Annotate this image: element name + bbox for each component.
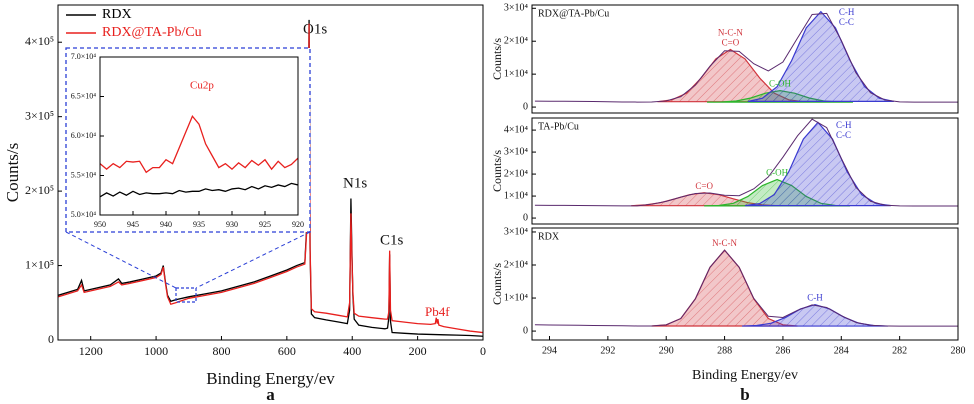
y-tick-label: 0 [523,325,528,336]
peak-label: C-H [836,120,852,130]
panel-title: RDX [538,231,560,242]
axes-frame [531,117,959,225]
callout-line [195,231,311,289]
y-tick-label: 0 [523,212,528,223]
y-tick-label: 3×10⁴ [504,3,529,14]
y-tick-label: 1×10⁴ [504,190,529,201]
y-tick-label: 1×10⁴ [504,68,529,79]
peak-label: C-OH [769,79,791,89]
spectrum-line [534,118,958,207]
axes-frame [531,4,959,114]
plot-area [534,118,958,207]
x-tick-label: 280 [951,345,966,356]
y-axis-title: Counts/s [490,263,504,305]
spectrum-line [534,12,958,103]
panel-title: TA-Pb/Cu [538,121,579,132]
y-tick-label: 4×10⁴ [504,124,529,135]
panel-title: RDX@TA-Pb/Cu [538,8,609,19]
legend-label: RDX@TA-Pb/Cu [102,25,202,40]
peak-label: C-C [839,17,854,27]
x-tick-label: 920 [292,220,304,229]
y-tick-label: 1×10⁵ [25,257,54,271]
x-tick-label: 800 [212,344,230,358]
y-tick-label: 3×10⁴ [504,146,529,157]
x-tick-label: 925 [259,220,271,229]
y-tick-label: 5.5×10⁴ [71,170,97,179]
peak-label: C=O [695,181,713,191]
y-axis-title: Counts/s [3,143,22,203]
x-tick-label: 294 [542,345,557,356]
spectrum-line [100,182,298,198]
x-tick-label: 286 [775,345,790,356]
peak-label: C=O [722,38,740,48]
y-tick-label: 2×10⁴ [504,259,529,270]
x-tick-label: 292 [600,345,615,356]
y-tick-label: 2×10⁵ [25,183,54,197]
y-tick-label: 5.0×10⁴ [71,210,97,219]
survey-layer: 0 1×10⁵ 2×10⁵ 3×10⁵ 4×10⁵ 1200 1000 800 600 400 20… [3,4,486,404]
x-tick-label: 200 [409,344,427,358]
x-tick-label: 284 [834,345,849,356]
peak-label: N1s [343,175,367,191]
x-tick-label: 930 [226,220,238,229]
peak-label: C-H [839,7,855,17]
peak-label: Cu2p [190,80,214,92]
spectrum-line [534,249,958,327]
y-tick-label: 6.0×10⁴ [71,131,97,140]
peak-label: C-C [836,130,851,140]
y-tick-label: 3×10⁴ [504,226,529,237]
peak-label: C1s [380,232,404,248]
panel-label: a [266,385,275,404]
peak-label: C-H [807,293,823,303]
x-tick-label: 935 [193,220,205,229]
x-tick-label: 288 [717,345,732,356]
peak-label: Pb4f [425,304,450,319]
x-tick-label: 1000 [144,344,168,358]
y-tick-label: 7.0×10⁴ [71,52,97,61]
plot-area [100,115,298,198]
y-axis-title: Counts/s [490,38,504,80]
rest-layer: 5.0×10⁴ 5.5×10⁴ 6.0×10⁴ 6.5×10⁴ 7.0×10⁴ 950 94… [71,3,966,404]
y-tick-label: 1×10⁴ [504,292,529,303]
x-tick-label: 945 [127,220,139,229]
y-tick-label: 0 [48,332,54,346]
y-tick-label: 6.5×10⁴ [71,91,97,100]
panel-label: b [740,385,749,404]
y-tick-label: 0 [523,101,528,112]
spectrum-line [100,115,298,174]
y-tick-label: 2×10⁴ [504,168,529,179]
x-tick-label: 0 [480,344,486,358]
inset-callout [65,47,311,233]
x-tick-label: 282 [892,345,907,356]
plot-area [534,10,958,103]
x-tick-label: 290 [659,345,674,356]
spectrum-line [58,23,483,334]
axes-frame [57,4,484,341]
x-axis-title: Binding Energy/ev [206,369,335,388]
axes-frame [531,227,959,341]
peak-label: N-C-N [712,238,737,248]
x-tick-label: 940 [160,220,172,229]
peak-label: O1s [303,21,327,37]
x-tick-label: 400 [343,344,361,358]
x-tick-label: 950 [94,220,106,229]
plot-area [534,249,958,327]
y-tick-label: 3×10⁵ [25,108,54,122]
peak-label: N-C-N [718,28,743,38]
x-tick-label: 600 [278,344,296,358]
y-tick-label: 2×10⁴ [504,36,529,47]
x-tick-label: 1200 [79,344,103,358]
y-tick-label: 4×10⁵ [25,34,54,48]
legend-label: RDX [102,7,132,22]
x-axis-title: Binding Energy/ev [692,368,798,383]
zoom-region [175,287,197,303]
y-axis-title: Counts/s [490,150,504,192]
peak-label: C-OH [766,168,788,178]
